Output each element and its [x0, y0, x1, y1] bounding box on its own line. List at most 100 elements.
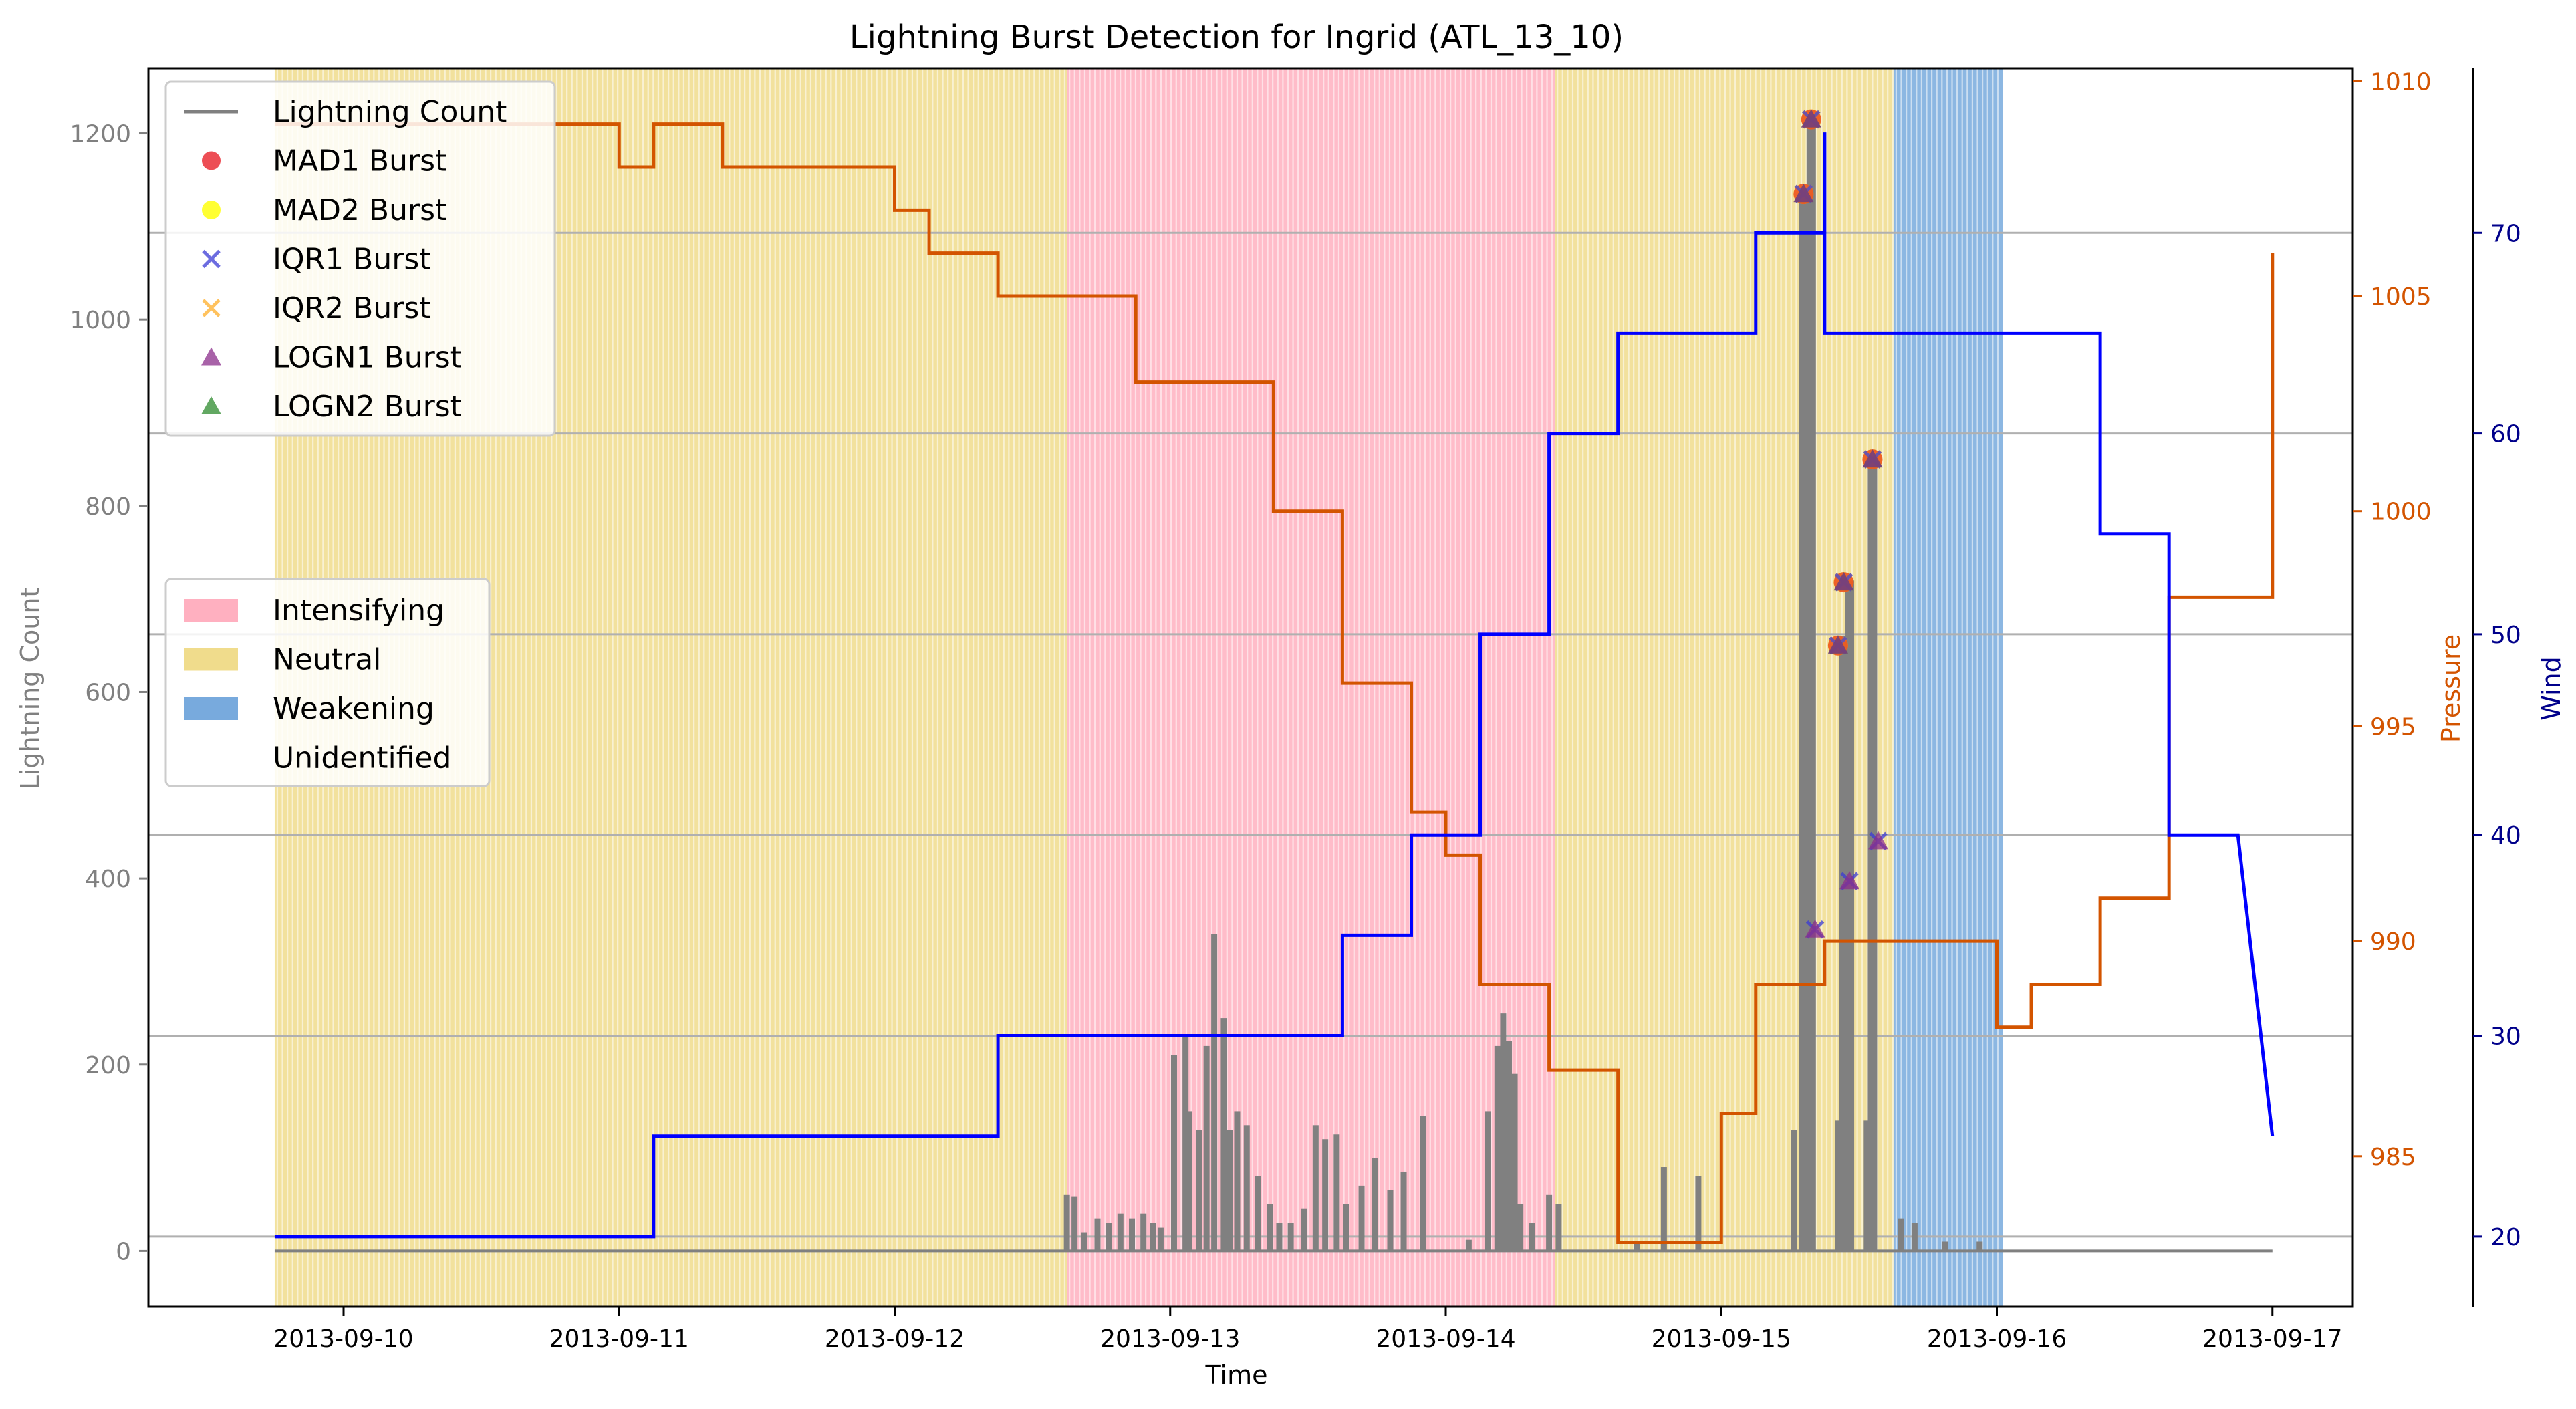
legend-label: IQR2 Burst: [273, 291, 431, 326]
lightning-bar: [1660, 1167, 1667, 1251]
burst-marker-logn1: [1827, 635, 1848, 654]
y-tick-label: 1200: [70, 121, 131, 148]
x-tick-label: 2013-09-15: [1652, 1325, 1791, 1353]
legend-marker-triangle: [201, 347, 221, 366]
plot-frame: [147, 67, 2354, 1308]
lightning-bar: [1942, 1241, 1948, 1251]
lightning-bar: [1505, 1041, 1512, 1251]
lightning-bar: [1234, 1111, 1241, 1251]
burst-marker-logn1: [1868, 831, 1889, 850]
burst-marker-logn1: [1839, 871, 1860, 890]
lightning-bar: [1220, 1018, 1227, 1251]
burst-markers: [1793, 109, 1889, 939]
lightning-bar: [1157, 1227, 1164, 1251]
legend-marker-circle: [202, 201, 221, 219]
burst-marker-logn1: [1862, 449, 1883, 468]
legend-swatch: [184, 648, 238, 671]
lightning-bar: [1287, 1223, 1294, 1251]
lightning-bar: [1063, 1194, 1070, 1251]
legend-label: MAD2 Burst: [273, 193, 446, 227]
lightning-bar: [1400, 1171, 1407, 1251]
wind-axis-label: Wind: [2537, 656, 2566, 721]
legend-label: Lightning Count: [273, 95, 507, 129]
lightning-bar: [1494, 1045, 1501, 1251]
lightning-bar: [1465, 1239, 1472, 1251]
lightning-bar: [1555, 1204, 1562, 1251]
wind-tick-label: 20: [2490, 1224, 2521, 1251]
lightning-bar: [1500, 1013, 1507, 1251]
pressure-line: [274, 122, 2275, 1244]
wind-tick-label: 60: [2490, 421, 2521, 449]
lightning-bar: [1358, 1185, 1365, 1251]
legend-marker-x: [202, 299, 221, 317]
lightning-bar: [1227, 1130, 1233, 1251]
lightning-bar: [1081, 1232, 1087, 1251]
lightning-bar: [1976, 1241, 1983, 1251]
lightning-bar: [1196, 1130, 1202, 1251]
lightning-bar: [1791, 1130, 1797, 1251]
x-tick-label: 2013-09-11: [549, 1325, 689, 1353]
legend-phase: Intensifying Neutral Weakening Unidentified: [164, 578, 491, 787]
lightning-bar: [1170, 1055, 1177, 1251]
phase-stripes: [1557, 68, 1894, 1307]
legend-label: MAD1 Burst: [273, 144, 446, 178]
pressure-series: [274, 122, 2275, 1244]
lightning-bar: [1150, 1223, 1156, 1251]
lightning-bar: [1634, 1241, 1640, 1251]
y-tick-label: 1000: [70, 307, 131, 334]
pressure-tick-label: 1010: [2370, 68, 2432, 96]
lightning-bar: [1312, 1125, 1319, 1251]
lightning-bar: [1186, 1111, 1192, 1251]
burst-marker-logn1: [1805, 919, 1825, 938]
lightning-bar: [1129, 1218, 1136, 1251]
y-tick-label: 200: [85, 1052, 131, 1079]
phase-stripes: [1895, 68, 1999, 1307]
lightning-bar: [1140, 1213, 1147, 1251]
lightning-bar: [1267, 1204, 1273, 1251]
wind-series: [274, 132, 2275, 1239]
legend-box: [164, 578, 491, 787]
wind-tick-label: 40: [2490, 822, 2521, 850]
lightning-bar: [1546, 1194, 1553, 1251]
legend-marker-circle: [202, 151, 221, 170]
wind-tick-label: 70: [2490, 220, 2521, 247]
lightning-bar: [1517, 1204, 1524, 1251]
burst-marker-logn1: [1801, 109, 1821, 128]
lightning-bar: [1255, 1176, 1261, 1251]
lightning-bar: [1211, 934, 1218, 1251]
lightning-bar: [1117, 1213, 1124, 1251]
lightning-bar: [1094, 1218, 1101, 1251]
lightning-bar: [1867, 459, 1878, 1251]
lightning-bar: [1806, 114, 1816, 1251]
y-axis-label: Lightning Count: [15, 588, 45, 790]
phase-band-weakening: [1893, 68, 2003, 1307]
pressure-tick-label: 985: [2370, 1144, 2416, 1171]
lightning-bar: [1343, 1204, 1349, 1251]
pressure-tick-label: 1000: [2370, 499, 2432, 526]
lightning-bar: [1372, 1158, 1378, 1251]
lightning-bar: [1485, 1111, 1491, 1251]
x-tick-label: 2013-09-14: [1376, 1325, 1515, 1353]
phase-stripes: [1069, 68, 1553, 1307]
y-tick-label: 400: [85, 866, 131, 893]
legend-marker-triangle: [201, 396, 221, 414]
y-tick-label: 600: [85, 679, 131, 707]
lightning-bar: [1203, 1045, 1210, 1251]
burst-marker-logn1: [1833, 572, 1854, 591]
lightning-bar: [1863, 1120, 1870, 1251]
gridlines: [148, 231, 2353, 1238]
legend-label: Unidentified: [273, 741, 451, 775]
x-tick-label: 2013-09-12: [825, 1325, 964, 1353]
pressure-axis-label: Pressure: [2436, 634, 2466, 743]
wind-tick-label: 30: [2490, 1023, 2521, 1051]
lightning-bar: [1322, 1139, 1329, 1251]
x-axis-label: Time: [1205, 1360, 1268, 1390]
phase-band-intensifying: [1067, 68, 1555, 1307]
legend-label: Intensifying: [273, 594, 444, 628]
lightning-bar: [1511, 1073, 1518, 1251]
lightning-bar: [1911, 1223, 1918, 1251]
lightning-bar: [1071, 1196, 1078, 1251]
pressure-tick-label: 995: [2370, 713, 2416, 741]
